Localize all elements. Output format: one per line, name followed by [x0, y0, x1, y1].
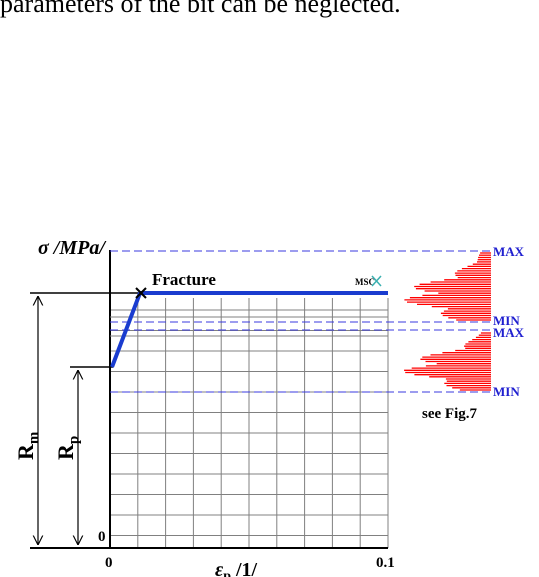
x-tick-end: 0.1	[376, 555, 395, 571]
max-label-1: MAX	[493, 244, 525, 259]
min-label-2: MIN	[493, 384, 520, 399]
msc-logo: MSC	[355, 275, 382, 287]
fracture-label: Fracture	[152, 270, 216, 289]
fracture-marker	[135, 287, 147, 299]
y-axis-label: σ /MPa/	[38, 237, 107, 259]
histogram-lower	[404, 332, 491, 391]
see-fig-label: see Fig.7	[422, 406, 477, 422]
x-axis-label: εp /1/	[215, 559, 258, 577]
max-label-2: MAX	[493, 325, 525, 340]
histogram-upper	[404, 252, 491, 321]
min-label-1: MIN	[493, 313, 520, 328]
x-tick-0: 0	[105, 555, 113, 571]
svg-text:MSC: MSC	[355, 277, 375, 287]
dashed-lines	[110, 250, 492, 393]
body-text-line: parameters of the bit can be neglected.	[0, 0, 401, 18]
rm-label: Rm	[13, 431, 42, 460]
rp-label: Rp	[53, 436, 82, 460]
y-tick-0: 0	[98, 529, 106, 545]
